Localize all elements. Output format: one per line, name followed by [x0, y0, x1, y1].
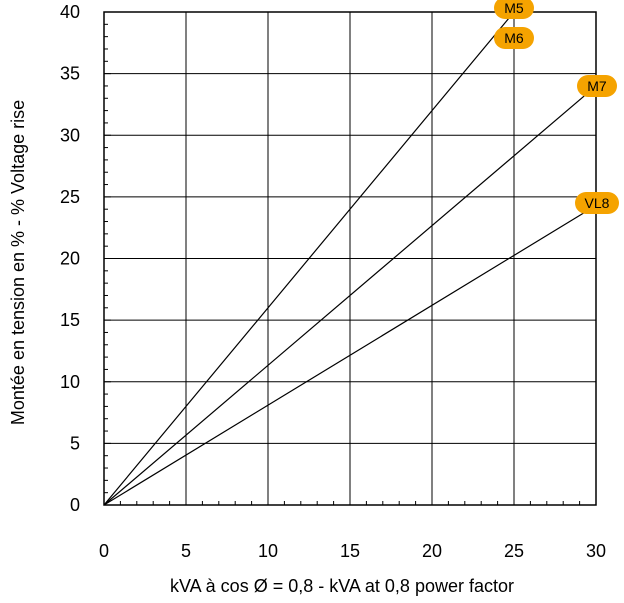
y-tick-label: 15 — [60, 310, 80, 330]
x-tick-label: 15 — [340, 541, 360, 561]
series-tag-badge — [494, 0, 534, 19]
y-tick-labels: 0 5 10 15 20 25 30 35 40 — [60, 2, 80, 515]
y-tick-label: 40 — [60, 2, 80, 22]
y-tick-label: 35 — [60, 64, 80, 84]
y-tick-label: 5 — [70, 433, 80, 453]
series-line-m5 — [103, 11, 515, 506]
x-tick-label: 20 — [422, 541, 442, 561]
series-tag-label: M6 — [504, 30, 524, 46]
series-tag-badge — [494, 27, 534, 49]
series-lines — [103, 11, 597, 506]
x-tick-label: 30 — [586, 541, 606, 561]
series-tag-m5: M5 — [494, 0, 534, 19]
series-tag-label: M5 — [504, 0, 524, 16]
series-tag-m6: M6 — [494, 27, 534, 49]
series-tags: M5 M6 M7 VL8 — [494, 0, 619, 214]
y-tick-label: 20 — [60, 249, 80, 269]
series-tag-badge — [575, 192, 619, 214]
y-tick-label: 30 — [60, 125, 80, 145]
series-tag-m7: M7 — [577, 75, 617, 97]
series-tag-vl8: VL8 — [575, 192, 619, 214]
grid — [104, 12, 596, 505]
y-tick-label: 0 — [70, 495, 80, 515]
y-tick-label: 25 — [60, 187, 80, 207]
series-line-vl8 — [103, 204, 597, 506]
plot-frame — [103, 11, 597, 506]
x-axis-title: kVA à cos Ø = 0,8 - kVA at 0,8 power fac… — [170, 576, 514, 596]
series-tag-label: M7 — [587, 78, 607, 94]
series-line-m7 — [103, 85, 597, 506]
x-tick-label: 0 — [99, 541, 109, 561]
series-tag-badge — [577, 75, 617, 97]
y-axis-title: Montée en tension en % - % Voltage rise — [8, 100, 28, 425]
x-tick-label: 5 — [181, 541, 191, 561]
x-tick-labels: 0 5 10 15 20 25 30 — [99, 541, 606, 561]
y-tick-label: 10 — [60, 372, 80, 392]
series-tag-label: VL8 — [585, 195, 610, 211]
x-tick-label: 10 — [258, 541, 278, 561]
x-tick-label: 25 — [504, 541, 524, 561]
